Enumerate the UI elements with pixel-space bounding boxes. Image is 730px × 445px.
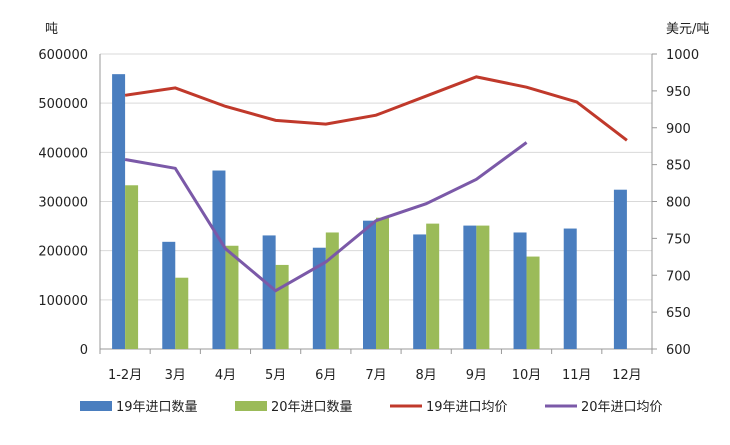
- left-tick-label: 300000: [38, 196, 88, 211]
- x-tick-label: 3月: [165, 368, 186, 383]
- bar-20年进口数量: [376, 218, 389, 349]
- right-tick-label: 700: [666, 269, 691, 284]
- bar-20年进口数量: [175, 278, 188, 349]
- right-tick-label: 650: [666, 306, 691, 321]
- bar-20年进口数量: [125, 185, 138, 349]
- x-tick-label: 8月: [416, 368, 437, 383]
- bar-20年进口数量: [527, 257, 540, 349]
- bar-19年进口数量: [112, 74, 125, 349]
- right-tick-label: 600: [666, 343, 691, 358]
- bar-19年进口数量: [514, 232, 527, 349]
- right-axis-label: 美元/吨: [666, 22, 709, 37]
- bar-19年进口数量: [413, 234, 426, 349]
- bar-19年进口数量: [212, 171, 225, 349]
- x-tick-label: 10月: [512, 368, 542, 383]
- legend-swatch: [80, 401, 112, 411]
- bar-20年进口数量: [276, 265, 289, 349]
- bar-20年进口数量: [426, 224, 439, 349]
- x-tick-label: 6月: [315, 368, 336, 383]
- legend-swatch: [235, 401, 267, 411]
- legend-label: 19年进口均价: [426, 400, 508, 415]
- right-tick-label: 750: [666, 232, 691, 247]
- bar-19年进口数量: [564, 229, 577, 349]
- right-tick-label: 800: [666, 196, 691, 211]
- left-tick-label: 500000: [38, 97, 88, 112]
- x-tick-label: 5月: [265, 368, 286, 383]
- bar-19年进口数量: [263, 235, 276, 349]
- bar-19年进口数量: [363, 221, 376, 349]
- right-tick-label: 900: [666, 122, 691, 137]
- x-tick-label: 7月: [365, 368, 386, 383]
- legend-label: 20年进口均价: [581, 400, 663, 415]
- line-19年进口均价: [125, 77, 627, 140]
- bar-20年进口数量: [326, 232, 339, 349]
- right-tick-label: 950: [666, 85, 691, 100]
- legend-label: 19年进口数量: [116, 400, 198, 415]
- bar-20年进口数量: [225, 246, 238, 349]
- bar-19年进口数量: [162, 242, 175, 349]
- legend-label: 20年进口数量: [271, 400, 353, 415]
- right-tick-label: 1000: [666, 48, 699, 63]
- x-tick-label: 4月: [215, 368, 236, 383]
- bar-19年进口数量: [614, 190, 627, 349]
- bar-20年进口数量: [476, 226, 489, 349]
- x-tick-label: 1-2月: [108, 368, 142, 383]
- bar-19年进口数量: [463, 226, 476, 349]
- left-tick-label: 600000: [38, 48, 88, 63]
- left-tick-label: 0: [80, 343, 88, 358]
- x-tick-label: 9月: [466, 368, 487, 383]
- x-tick-label: 11月: [562, 368, 592, 383]
- right-tick-label: 850: [666, 159, 691, 174]
- x-tick-label: 12月: [612, 368, 642, 383]
- left-tick-label: 100000: [38, 294, 88, 309]
- left-tick-label: 400000: [38, 146, 88, 161]
- left-tick-label: 200000: [38, 245, 88, 260]
- left-axis-label: 吨: [45, 22, 58, 37]
